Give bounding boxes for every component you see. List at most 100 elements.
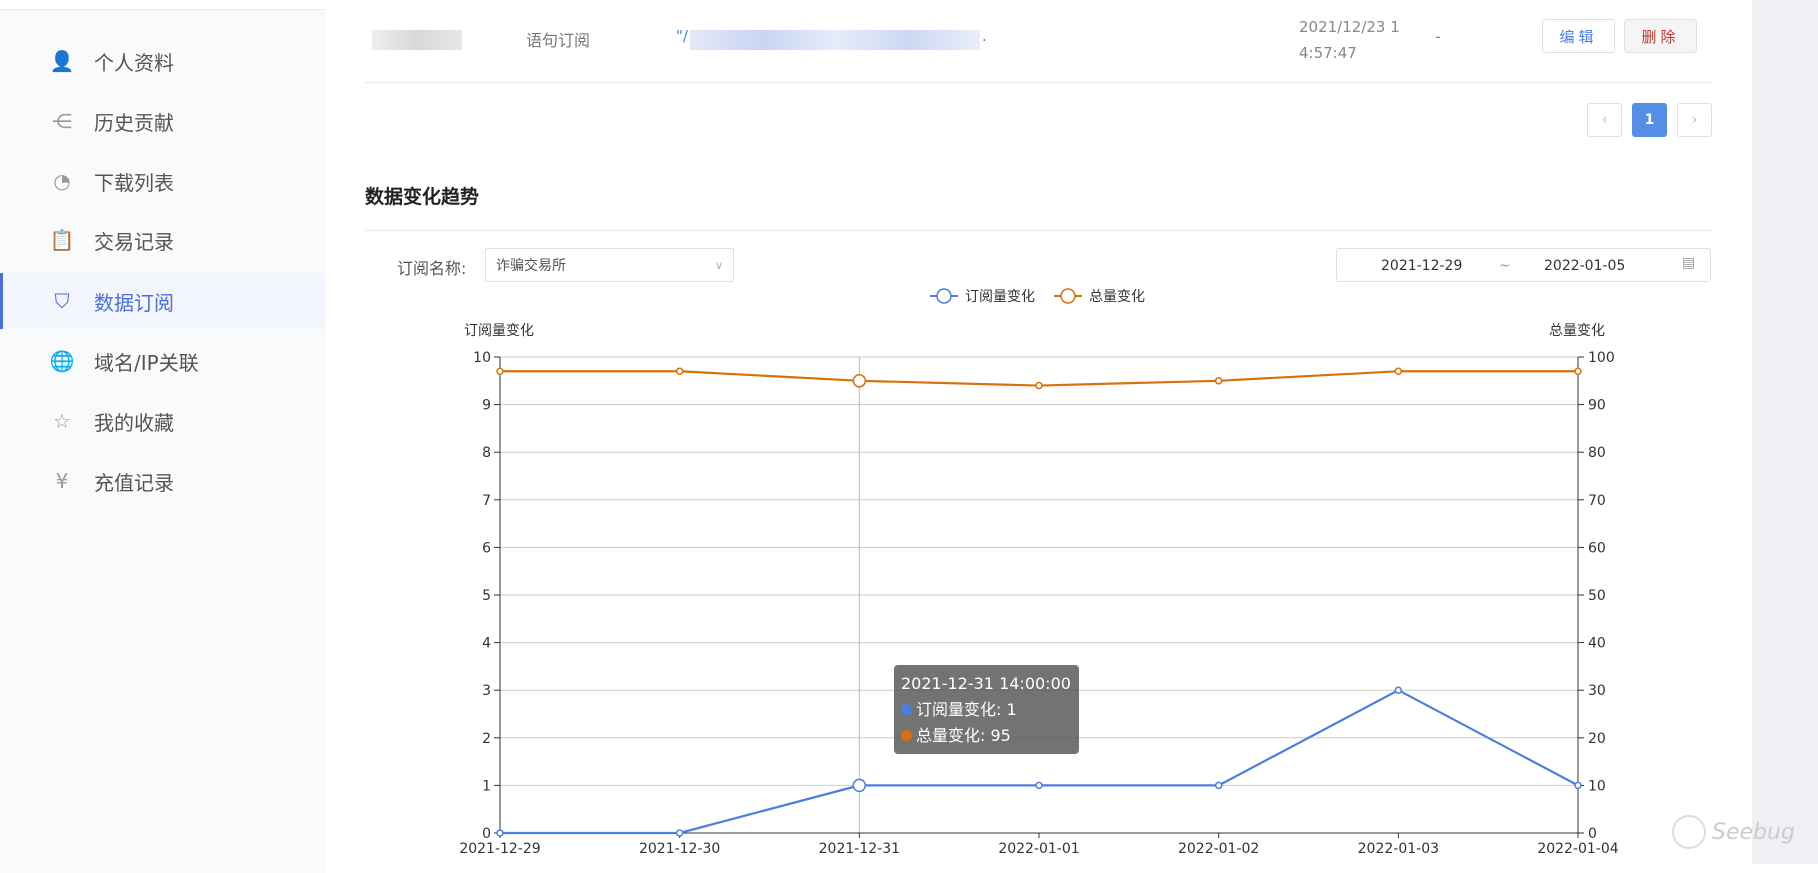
- sidebar-item-5[interactable]: 🌐 域名/IP关联: [0, 333, 325, 389]
- next-page-button[interactable]: ›: [1677, 103, 1712, 137]
- divider: [365, 230, 1711, 231]
- globe-icon: 🌐: [49, 349, 75, 373]
- section-title: 数据变化趋势: [365, 186, 480, 208]
- seebug-logo-icon: [1672, 815, 1706, 849]
- y-right-tick-label: 60: [1588, 540, 1606, 556]
- sidebar-item-label: 数据订阅: [94, 290, 174, 315]
- sidebar-item-label: 域名/IP关联: [94, 350, 199, 375]
- sidebar-item-4[interactable]: ⛉ 数据订阅: [0, 273, 325, 329]
- y-left-tick-label: 2: [482, 731, 491, 747]
- prev-page-button[interactable]: ‹: [1587, 103, 1622, 137]
- x-tick-label: 2022-01-03: [1358, 841, 1439, 857]
- bookmark-star-icon: ⛉: [54, 289, 70, 313]
- legend-marker: [1060, 288, 1076, 304]
- legend-label: 总量变化: [1089, 289, 1145, 305]
- delete-button[interactable]: 删除: [1624, 19, 1697, 53]
- star-icon: ☆: [53, 409, 71, 433]
- data-point: [1394, 367, 1403, 376]
- sidebar: 👤 个人资料 ⋲ 历史贡献 ◔ 下载列表 📋 交易记录 ⛉ 数据订阅 🌐 域名/IP关联 ☆ 我的收藏 ¥ 充…: [0, 9, 325, 873]
- y-right-tick-label: 90: [1588, 398, 1606, 414]
- date-range-picker[interactable]: 2021-12-29 ~ 2022-01-05 ▤: [1336, 248, 1711, 282]
- row-date-line2: 4:57:47: [1299, 44, 1357, 62]
- data-point: [1214, 377, 1223, 385]
- sidebar-item-label: 下载列表: [94, 170, 174, 195]
- y-left-axis-title: 订阅量变化: [464, 323, 534, 339]
- data-point: [1574, 367, 1582, 376]
- pie-chart-icon: ◔: [53, 169, 71, 193]
- y-left-tick-label: 4: [482, 636, 491, 652]
- y-right-tick-label: 80: [1588, 445, 1606, 461]
- sidebar-item-label: 历史贡献: [94, 110, 174, 135]
- clipboard-icon: 📋: [49, 228, 75, 252]
- y-right-tick-label: 30: [1588, 683, 1606, 699]
- sidebar-item-2[interactable]: ◔ 下载列表: [0, 153, 325, 209]
- y-right-tick-label: 10: [1588, 778, 1606, 794]
- y-left-tick-label: 10: [473, 350, 491, 366]
- y-left-tick-label: 8: [482, 445, 491, 461]
- date-start[interactable]: 2021-12-29: [1381, 258, 1463, 274]
- legend-marker: [936, 288, 952, 304]
- row-date: 2021/12/23 1 4:57:47: [1299, 14, 1400, 66]
- x-tick-label: 2021-12-29: [459, 841, 540, 857]
- date-end[interactable]: 2022-01-05: [1544, 258, 1626, 274]
- row-extra: -: [1435, 27, 1441, 46]
- y-left-tick-label: 3: [482, 683, 491, 699]
- calendar-icon: ▤: [1682, 255, 1696, 271]
- row-url-prefix: "/: [676, 27, 688, 45]
- blurred-name: [372, 30, 462, 50]
- sidebar-item-3[interactable]: 📋 交易记录: [0, 212, 325, 268]
- user-icon: 👤: [49, 49, 75, 73]
- filter-label: 订阅名称:: [397, 259, 467, 278]
- data-point: [496, 367, 504, 376]
- row-date-line1: 2021/12/23 1: [1299, 18, 1400, 36]
- blurred-url: [690, 30, 980, 50]
- y-right-tick-label: 100: [1588, 350, 1615, 366]
- sidebar-item-label: 交易记录: [94, 229, 174, 254]
- series-dot: [901, 730, 912, 741]
- yen-icon: ¥: [55, 469, 69, 493]
- sidebar-item-6[interactable]: ☆ 我的收藏: [0, 393, 325, 449]
- y-right-tick-label: 50: [1588, 588, 1606, 604]
- tooltip-line: 总量变化: 95: [901, 723, 1072, 749]
- page-1-button[interactable]: 1: [1632, 103, 1667, 137]
- seebug-watermark: Seebug: [1672, 815, 1795, 849]
- sidebar-item-1[interactable]: ⋲ 历史贡献: [0, 93, 325, 149]
- y-left-tick-label: 1: [482, 778, 491, 794]
- data-point: [675, 367, 684, 376]
- date-separator: ~: [1499, 258, 1511, 274]
- data-point: [852, 778, 867, 793]
- data-point: [496, 829, 504, 837]
- row-type: 语句订阅: [526, 31, 591, 50]
- data-point: [675, 829, 684, 837]
- data-point: [1035, 381, 1043, 390]
- subscription-select[interactable]: 诈骗交易所 ∨: [485, 248, 734, 282]
- chevron-down-icon: ∨: [714, 258, 723, 272]
- data-point: [1574, 781, 1582, 790]
- y-right-tick-label: 40: [1588, 636, 1606, 652]
- x-tick-label: 2022-01-02: [1178, 841, 1259, 857]
- tooltip-value: 总量变化: 95: [916, 726, 1011, 745]
- data-point: [1214, 781, 1223, 790]
- y-right-axis-title: 总量变化: [1549, 323, 1605, 339]
- sidebar-item-label: 充值记录: [94, 470, 174, 495]
- right-gutter: [1752, 0, 1818, 864]
- y-left-tick-label: 7: [482, 493, 491, 509]
- y-left-tick-label: 9: [482, 398, 491, 414]
- edit-button[interactable]: 编辑: [1542, 19, 1615, 53]
- data-point: [852, 374, 867, 388]
- y-left-tick-label: 0: [482, 826, 491, 842]
- chart-tooltip: 2021-12-31 14:00:00 订阅量变化: 1 总量变化: 95: [894, 665, 1079, 754]
- y-left-tick-label: 5: [482, 588, 491, 604]
- series-dot: [901, 704, 912, 715]
- watermark-text: Seebug: [1712, 819, 1795, 845]
- x-tick-label: 2022-01-01: [998, 841, 1079, 857]
- legend-label: 订阅量变化: [965, 289, 1035, 305]
- sidebar-item-7[interactable]: ¥ 充值记录: [0, 453, 325, 509]
- row-url-suffix: .: [982, 27, 987, 45]
- tooltip-title: 2021-12-31 14:00:00: [901, 674, 1071, 693]
- sidebar-item-0[interactable]: 👤 个人资料: [0, 33, 325, 89]
- y-left-tick-label: 6: [482, 540, 491, 556]
- x-tick-label: 2022-01-04: [1537, 841, 1618, 857]
- x-tick-label: 2021-12-31: [819, 841, 900, 857]
